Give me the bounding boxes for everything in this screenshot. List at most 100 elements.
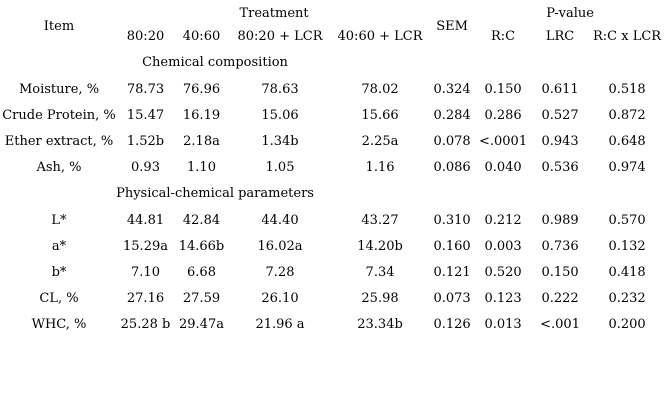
table-row-whc: WHC, % 25.28 b 29.47a 21.96 a 23.34b 0.1…: [0, 311, 666, 337]
row-label: a*: [51, 238, 67, 254]
cell-value: 25.98: [361, 290, 399, 306]
table-row-ether-extract: Ether extract, % 1.52b 2.18a 1.34b 2.25a…: [0, 128, 666, 154]
cell-value: 0.121: [433, 264, 471, 280]
row-label: CL, %: [39, 290, 79, 306]
row-label: Crude Protein, %: [2, 107, 116, 123]
cell-value: 26.10: [261, 290, 299, 306]
cell-value: 76.96: [182, 81, 221, 97]
cell-value: 0.126: [433, 316, 471, 332]
cell-value: 0.040: [484, 159, 522, 175]
cell-value: 0.518: [608, 81, 646, 97]
section-title: Chemical composition: [142, 55, 288, 70]
cell-value: 0.520: [484, 264, 522, 280]
cell-value: 1.16: [365, 159, 395, 175]
cell-value: 21.96 a: [255, 316, 305, 332]
table-row-crude-protein: Crude Protein, % 15.47 16.19 15.06 15.66…: [0, 102, 666, 128]
cell-value: 0.310: [433, 212, 471, 228]
cell-value: 0.527: [541, 107, 579, 123]
cell-value: 0.286: [484, 107, 522, 123]
cell-value: 1.05: [265, 159, 295, 175]
cell-value: 0.073: [433, 290, 471, 306]
section-header-chemical-composition: Chemical composition: [0, 49, 666, 76]
table-row-cl: CL, % 27.16 27.59 26.10 25.98 0.073 0.12…: [0, 285, 666, 311]
cell-value: 23.34b: [357, 316, 403, 332]
col-group-treatment: Treatment: [239, 6, 309, 21]
cell-value: 0.222: [541, 290, 579, 306]
col-header-sem: SEM: [436, 18, 468, 34]
cell-value: <.0001: [478, 133, 528, 149]
cell-value: 0.536: [541, 159, 579, 175]
col-header-item: Item: [43, 18, 75, 34]
row-label: Ether extract, %: [4, 133, 114, 149]
cell-value: 29.47a: [179, 316, 224, 332]
cell-value: 7.34: [365, 264, 395, 280]
cell-value: 0.160: [433, 238, 471, 254]
section-title: Physical-chemical parameters: [116, 186, 314, 201]
cell-value: 1.10: [187, 159, 216, 175]
cell-value: 43.27: [361, 212, 399, 228]
cell-value: 0.200: [608, 316, 646, 332]
table-row-l-star: L* 44.81 42.84 44.40 43.27 0.310 0.212 0…: [0, 207, 666, 233]
cell-value: 14.66b: [178, 238, 225, 254]
row-label: Ash, %: [36, 159, 82, 175]
cell-value: 44.40: [261, 212, 299, 228]
header-row-groups: Item Treatment SEM P-value: [0, 3, 666, 34]
cell-value: 0.989: [541, 212, 579, 228]
cell-value: 6.68: [187, 264, 216, 280]
cell-value: 2.18a: [183, 133, 220, 149]
row-label: L*: [51, 212, 67, 228]
cell-value: 0.078: [433, 133, 471, 149]
cell-value: <.001: [540, 316, 580, 332]
cell-value: 15.66: [361, 107, 399, 123]
cell-value: 0.974: [608, 159, 646, 175]
cell-value: 16.19: [182, 107, 221, 123]
col-group-pvalue: P-value: [546, 6, 594, 21]
cell-value: 2.25a: [361, 133, 399, 149]
table-row-a-star: a* 15.29a 14.66b 16.02a 14.20b 0.160 0.0…: [0, 233, 666, 259]
table-row-moisture: Moisture, % 78.73 76.96 78.63 78.02 0.32…: [0, 76, 666, 102]
cell-value: 0.150: [541, 264, 579, 280]
row-label: WHC, %: [31, 316, 87, 332]
cell-value: 44.81: [126, 212, 165, 228]
cell-value: 14.20b: [357, 238, 403, 254]
cell-value: 0.123: [484, 290, 522, 306]
cell-value: 0.003: [484, 238, 522, 254]
cell-value: 0.943: [541, 133, 579, 149]
cell-value: 0.648: [608, 133, 646, 149]
table-row-ash: Ash, % 0.93 1.10 1.05 1.16 0.086 0.040 0…: [0, 154, 666, 180]
cell-value: 78.02: [361, 81, 399, 97]
cell-value: 16.02a: [257, 238, 303, 254]
cell-value: 27.59: [182, 290, 221, 306]
section-spacer: [430, 49, 666, 76]
col-header-treatment-80-20-lcr: 80:20 + LCR: [237, 29, 323, 44]
table-row-b-star: b* 7.10 6.68 7.28 7.34 0.121 0.520 0.150…: [0, 259, 666, 285]
col-header-pvalue-lrc: LRC: [545, 29, 575, 44]
col-header-treatment-40-60: 40:60: [182, 29, 221, 44]
cell-value: 25.28 b: [120, 316, 171, 332]
cell-value: 78.73: [126, 81, 165, 97]
col-header-treatment-40-60-lcr: 40:60 + LCR: [337, 29, 423, 44]
row-label: b*: [51, 264, 67, 280]
cell-value: 0.570: [608, 212, 646, 228]
cell-value: 78.63: [261, 81, 299, 97]
cell-value: 0.232: [608, 290, 646, 306]
cell-value: 0.013: [484, 316, 522, 332]
col-header-pvalue-rc: R:C: [490, 29, 516, 44]
cell-value: 0.324: [433, 81, 471, 97]
cell-value: 1.52b: [126, 133, 165, 149]
col-header-treatment-80-20: 80:20: [126, 29, 165, 44]
cell-value: 7.28: [265, 264, 295, 280]
cell-value: 15.06: [261, 107, 299, 123]
header-row-subcolumns: 80:20 40:60 80:20 + LCR 40:60 + LCR R:C …: [0, 24, 666, 49]
cell-value: 0.418: [608, 264, 646, 280]
cell-value: 1.34b: [261, 133, 299, 149]
cell-value: 0.611: [541, 81, 579, 97]
cell-value: 0.736: [541, 238, 579, 254]
cell-value: 0.284: [433, 107, 471, 123]
cell-value: 0.086: [433, 159, 471, 175]
cell-value: 0.872: [608, 107, 646, 123]
cell-value: 0.132: [608, 238, 646, 254]
cell-value: 0.93: [131, 159, 160, 175]
section-spacer: [430, 180, 666, 207]
results-table: Item Treatment SEM P-value 80:20 40:60 8…: [0, 3, 666, 337]
